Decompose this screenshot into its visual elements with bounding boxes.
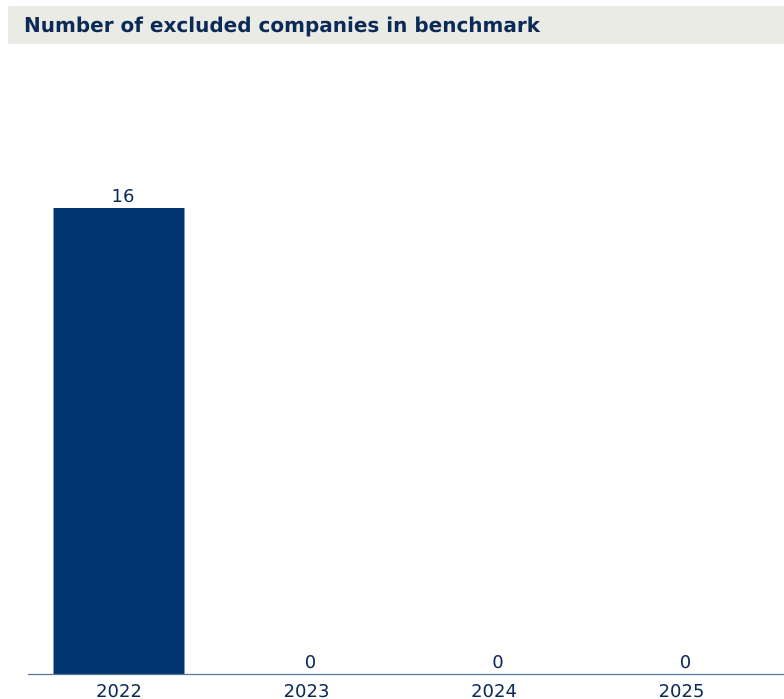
data-label-2025: 0 <box>680 652 691 673</box>
data-label-2022: 16 <box>112 186 135 207</box>
data-labels-group: 16 0 0 0 <box>112 186 692 673</box>
chart-title-bar: Number of excluded companies in benchmar… <box>8 6 784 44</box>
x-tick-labels-group: 2022 2023 2024 2025 <box>96 681 704 699</box>
bar-2022 <box>53 208 185 674</box>
x-tick-label-2024: 2024 <box>471 681 517 699</box>
data-label-2023: 0 <box>305 652 316 673</box>
chart-title: Number of excluded companies in benchmar… <box>24 13 541 37</box>
bars-group <box>53 208 185 674</box>
x-tick-label-2022: 2022 <box>96 681 142 699</box>
x-tick-label-2025: 2025 <box>659 681 705 699</box>
data-label-2024: 0 <box>492 652 503 673</box>
x-tick-label-2023: 2023 <box>284 681 330 699</box>
